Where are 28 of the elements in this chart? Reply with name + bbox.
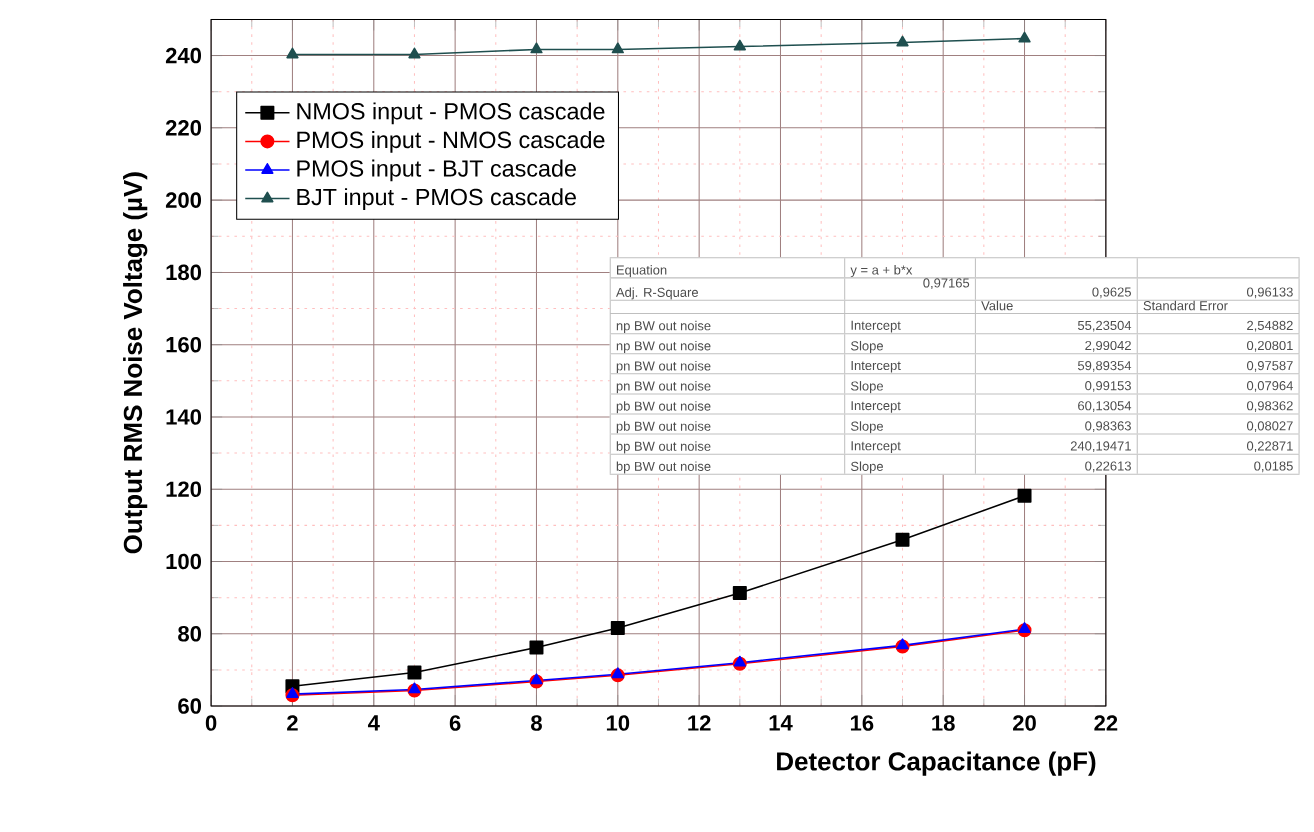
y-tick-label: 160	[166, 336, 202, 353]
x-tick-label: 10	[606, 715, 630, 731]
y-tick-label: 240	[165, 47, 202, 64]
y-tick-label: 120	[166, 481, 202, 497]
legend-label: PMOS input - BJT cascade	[297, 159, 576, 182]
x-tick-label: 20	[1013, 715, 1036, 731]
x-tick-label: 0	[205, 715, 217, 731]
y-tick-label: 60	[178, 698, 202, 714]
x-tick-label: 16	[850, 715, 874, 731]
legend-label: NMOS input - PMOS cascade	[297, 102, 605, 124]
y-axis-title: Output RMS Noise Voltage (µV)	[123, 172, 148, 554]
x-tick-label: 12	[688, 715, 711, 731]
x-tick-label: 18	[932, 715, 955, 731]
y-tick-label: 200	[165, 192, 202, 208]
legend-label: BJT input - PMOS cascade	[297, 187, 576, 210]
y-tick-label: 180	[166, 264, 202, 280]
x-axis-title: Detector Capacitance (pF)	[777, 751, 1096, 776]
x-tick-label: 14	[769, 714, 793, 731]
x-tick-label: 2	[287, 715, 298, 731]
y-tick-label: 100	[166, 553, 202, 570]
x-tick-label: 4	[367, 714, 380, 731]
y-tick-label: 220	[165, 119, 202, 136]
y-tick-label: 140	[166, 408, 202, 425]
y-tick-label: 80	[178, 625, 202, 642]
legend-label: PMOS input - NMOS cascade	[297, 130, 605, 153]
x-tick-label: 22	[1094, 715, 1118, 731]
x-tick-label: 6	[449, 715, 461, 731]
x-tick-label: 8	[531, 715, 542, 731]
